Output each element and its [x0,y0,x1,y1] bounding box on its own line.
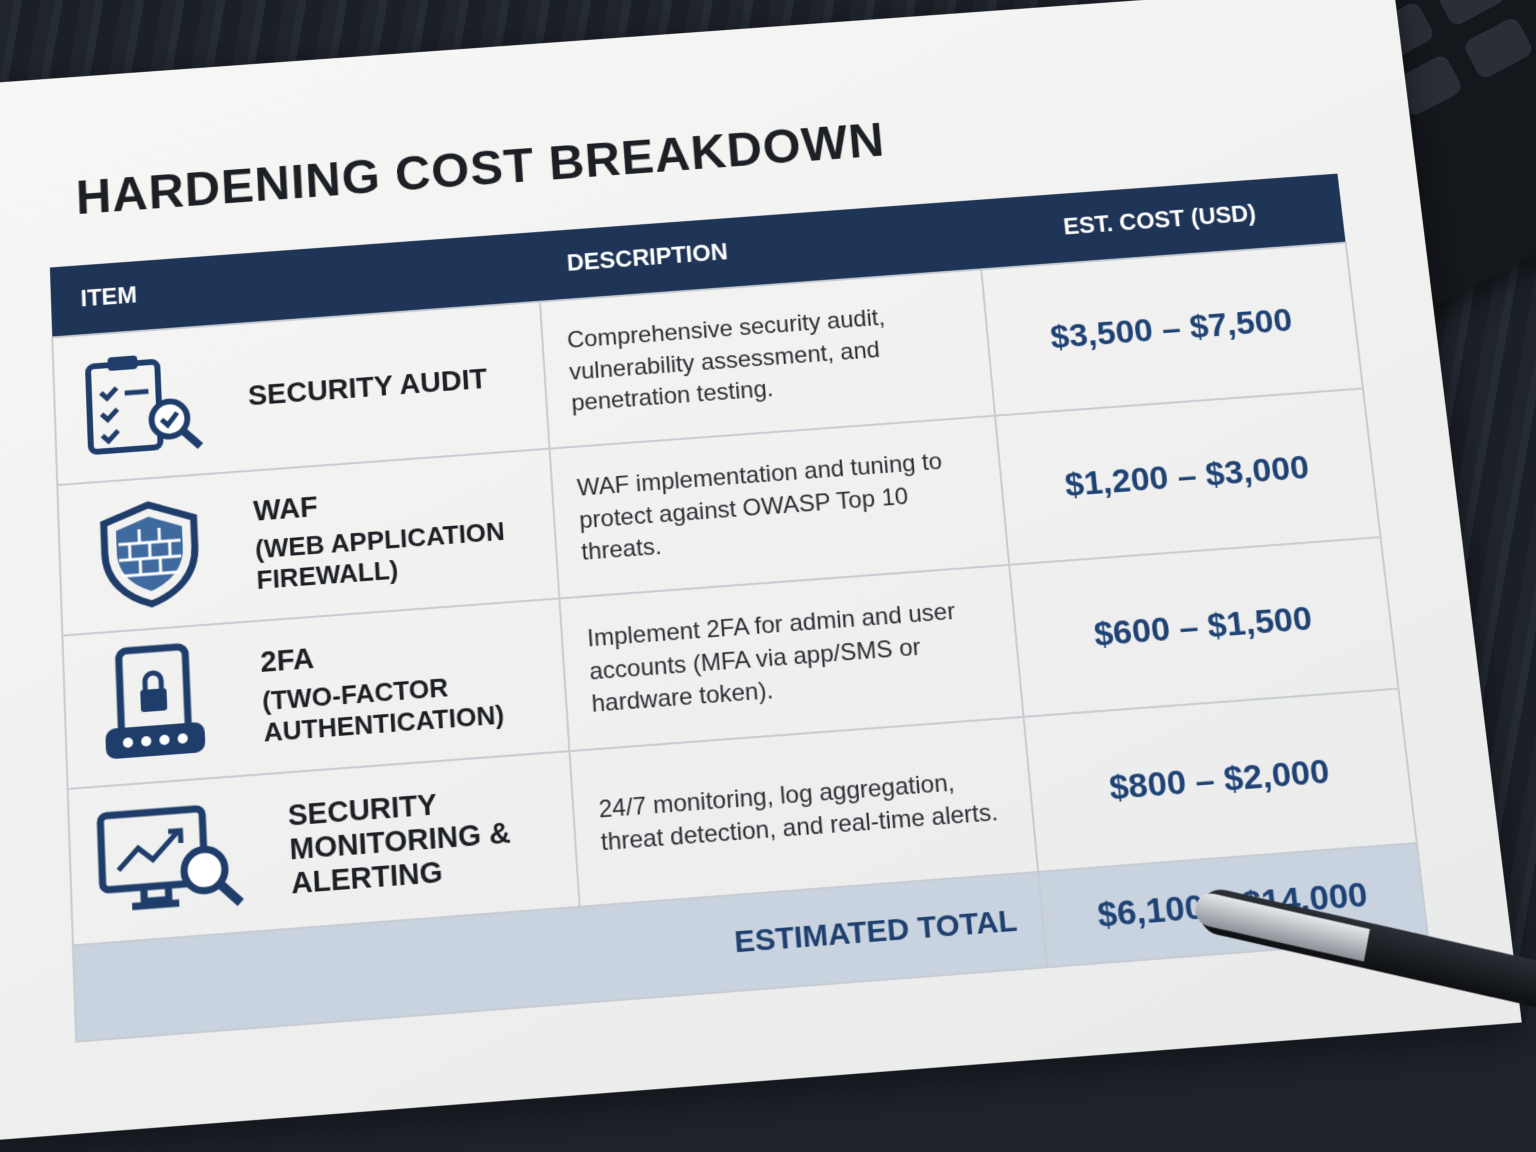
item-cell: SECURITY AUDIT [52,301,550,486]
cost-row: SECURITY AUDIT Comprehensive security aud… [52,242,1363,486]
item-text: SECURITY MONITORING & ALERTING [287,780,552,901]
shield-icon [83,494,217,612]
item-cell: WAF (WEB APPLICATION FIREWALL) [57,448,560,636]
item-name: SECURITY MONITORING & ALERTING [287,788,512,901]
title: HARDENING COST BREAKDOWN [75,113,887,225]
item-text: SECURITY AUDIT [247,363,488,413]
cost: $1,200 – $3,000 [994,388,1381,565]
item-name: 2FA [259,642,315,679]
item-text: WAF (WEB APPLICATION FIREWALL) [253,475,533,595]
cost-table: ITEM DESCRIPTION EST. COST (USD) SECURIT… [49,173,1429,1043]
item-cell: 2FA (TWO-FACTOR AUTHENTICATION) [62,598,570,789]
item-name: WAF [252,490,319,528]
page: {"document": { "title": "HARDENING COST … [0,0,1536,1024]
audit-icon [78,346,211,462]
item: SECURITY MONITORING & ALERTING [94,774,553,921]
cost: $3,500 – $7,500 [981,242,1363,416]
item: WAF (WEB APPLICATION FIREWALL) [83,471,533,613]
item-cell: SECURITY MONITORING & ALERTING [67,751,580,946]
item-text: 2FA (TWO-FACTOR AUTHENTICATION) [260,626,543,748]
item-subtitle: (TWO-FACTOR AUTHENTICATION) [261,671,505,748]
item: 2FA (TWO-FACTOR AUTHENTICATION) [88,616,543,771]
cost-row: SECURITY MONITORING & ALERTING 24/7 monit… [67,688,1417,946]
cost-row: WAF (WEB APPLICATION FIREWALL) WAF impleme… [57,388,1381,636]
cost-row: 2FA (TWO-FACTOR AUTHENTICATION) Implement … [62,537,1399,789]
item-subtitle: (WEB APPLICATION FIREWALL) [254,515,506,595]
cost: $800 – $2,000 [1023,688,1417,872]
monitor-icon [94,797,252,922]
cost: $600 – $1,500 [1008,537,1399,717]
item-name: SECURITY AUDIT [247,363,489,412]
phone-icon [88,640,206,760]
item: SECURITY AUDIT [78,324,524,463]
